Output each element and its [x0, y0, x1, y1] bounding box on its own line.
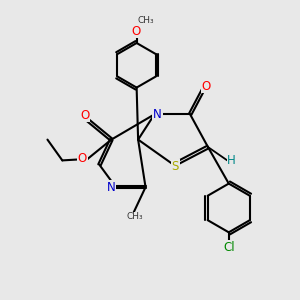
Text: O: O: [80, 109, 89, 122]
Text: Cl: Cl: [223, 241, 235, 254]
Text: S: S: [172, 160, 179, 173]
Text: O: O: [131, 25, 141, 38]
Text: CH₃: CH₃: [127, 212, 143, 221]
Text: O: O: [202, 80, 211, 93]
Text: H: H: [227, 154, 236, 167]
Text: O: O: [78, 152, 87, 165]
Text: N: N: [153, 108, 162, 121]
Text: CH₃: CH₃: [137, 16, 154, 25]
Text: N: N: [107, 181, 116, 194]
